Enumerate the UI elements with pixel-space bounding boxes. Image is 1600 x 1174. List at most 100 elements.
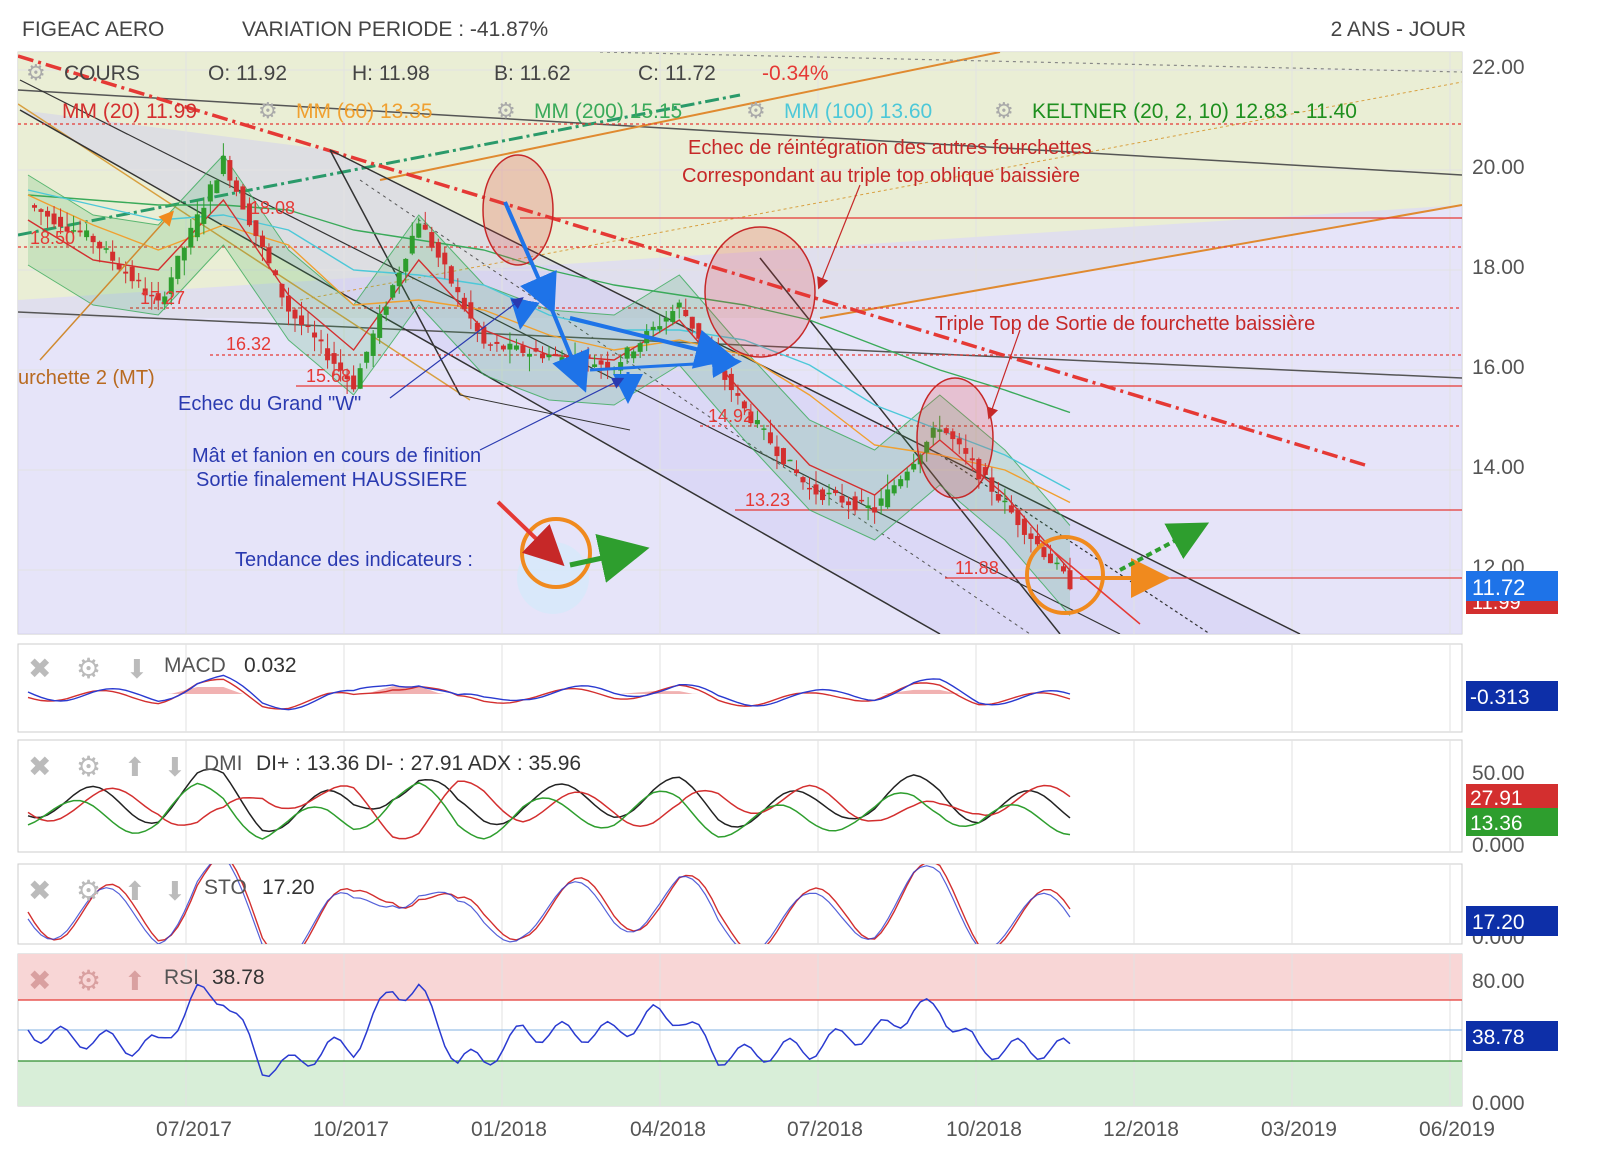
candle xyxy=(748,411,754,424)
candle xyxy=(670,311,676,322)
candle xyxy=(546,354,552,358)
macd-tag xyxy=(1466,681,1558,711)
gear-icon[interactable]: ⚙ xyxy=(76,751,101,782)
level-label: 14.92 xyxy=(708,406,753,426)
candle xyxy=(676,302,682,308)
annotation-triple-top: Triple Top de Sortie de fourchette baiss… xyxy=(935,313,1315,335)
price-tick: 22.00 xyxy=(1472,56,1525,79)
candle xyxy=(51,213,57,225)
candle xyxy=(833,490,839,494)
price-tag-last xyxy=(1466,571,1558,601)
x-tick: 07/2018 xyxy=(787,1118,863,1141)
arrow-down-icon[interactable]: ⬇ xyxy=(164,752,186,782)
candle xyxy=(969,458,975,461)
candle xyxy=(370,333,376,356)
candle xyxy=(793,469,799,474)
candle xyxy=(820,489,826,501)
candle xyxy=(220,155,226,175)
gear-icon[interactable]: ⚙ xyxy=(258,98,278,123)
candle xyxy=(650,326,656,331)
candle xyxy=(168,277,174,295)
candle xyxy=(559,357,565,363)
candle xyxy=(722,370,728,380)
main-grid xyxy=(18,52,1462,634)
close-icon[interactable]: ✖ xyxy=(28,751,51,782)
candle xyxy=(865,505,871,508)
close-icon[interactable]: ✖ xyxy=(28,653,51,684)
price-tick: 20.00 xyxy=(1472,156,1525,179)
price-tick: 14.00 xyxy=(1472,456,1525,479)
candle xyxy=(663,317,669,322)
candle xyxy=(637,343,643,352)
candle xyxy=(1028,533,1034,539)
level-lines xyxy=(18,123,1462,579)
dmi-tag-minus-value: 27.91 xyxy=(1470,787,1523,810)
gear-icon[interactable]: ⚙ xyxy=(496,98,516,123)
arrow-up-icon[interactable]: ⬆ xyxy=(124,752,146,782)
main-panel: ⚙ COURS O: 11.92 H: 11.98 B: 11.62 C: 11… xyxy=(17,51,1558,635)
candle xyxy=(97,241,103,249)
candle xyxy=(989,477,995,492)
x-axis: 07/2017 10/2017 01/2018 04/2018 07/2018 … xyxy=(156,1118,1495,1141)
sto-tag-value: 17.20 xyxy=(1472,911,1525,934)
candle xyxy=(468,302,474,319)
candle xyxy=(598,360,604,365)
candle xyxy=(246,203,252,226)
candle xyxy=(429,232,435,248)
candle xyxy=(90,235,96,243)
close-icon[interactable]: ✖ xyxy=(28,875,51,906)
candle xyxy=(357,368,363,389)
candle xyxy=(207,184,213,202)
annotation-mat-2: Sortie finalement HAUSSIERE xyxy=(196,469,467,491)
candle xyxy=(396,272,402,287)
gear-icon[interactable]: ⚙ xyxy=(76,653,101,684)
ohlc-high: H: 11.98 xyxy=(352,62,430,85)
level-label: 15.68 xyxy=(306,366,351,386)
candle xyxy=(761,428,767,430)
candle xyxy=(878,498,884,506)
arrow-up-icon[interactable]: ⬆ xyxy=(124,966,146,996)
candle xyxy=(448,266,454,284)
arrow-up-icon[interactable]: ⬆ xyxy=(124,876,146,906)
arrow-down-icon[interactable]: ⬇ xyxy=(164,876,186,906)
candle xyxy=(299,315,305,326)
candle xyxy=(813,484,819,495)
candle xyxy=(904,471,910,481)
x-tick: 07/2017 xyxy=(156,1118,232,1141)
candle xyxy=(409,235,415,254)
level-label: 18.08 xyxy=(250,198,295,218)
candle xyxy=(364,351,370,363)
dmi-tag-plus xyxy=(1466,808,1558,836)
candle xyxy=(1067,570,1073,590)
candle xyxy=(885,489,891,508)
gear-icon[interactable]: ⚙ xyxy=(76,875,101,906)
candle xyxy=(520,345,526,353)
level-label: 11.88 xyxy=(955,558,999,578)
arrow-down-icon[interactable]: ⬇ xyxy=(126,654,148,684)
candle xyxy=(507,343,513,350)
gear-icon[interactable]: ⚙ xyxy=(26,60,46,85)
candle xyxy=(266,247,272,264)
annotation-echec-2: Correspondant au triple top oblique bais… xyxy=(682,165,1080,187)
rsi-tag xyxy=(1466,1021,1558,1051)
price-tick: 16.00 xyxy=(1472,356,1525,379)
candle xyxy=(240,186,246,210)
candle xyxy=(592,364,598,368)
candle xyxy=(807,487,812,490)
candle xyxy=(103,248,109,250)
gear-icon[interactable]: ⚙ xyxy=(76,965,101,996)
candle xyxy=(32,205,38,208)
w-arrow-4 xyxy=(589,348,742,379)
candle xyxy=(344,375,350,380)
gear-icon[interactable]: ⚙ xyxy=(746,98,766,123)
candle xyxy=(227,160,233,181)
candle xyxy=(839,495,845,503)
candle xyxy=(1060,566,1066,572)
close-icon[interactable]: ✖ xyxy=(28,965,51,996)
candle xyxy=(422,224,428,230)
annotation-echec-1: Echec de réintégration des autres fourch… xyxy=(688,137,1092,159)
candle xyxy=(77,230,83,233)
gear-icon[interactable]: ⚙ xyxy=(994,98,1014,123)
candle xyxy=(110,251,116,261)
candle xyxy=(872,507,878,513)
